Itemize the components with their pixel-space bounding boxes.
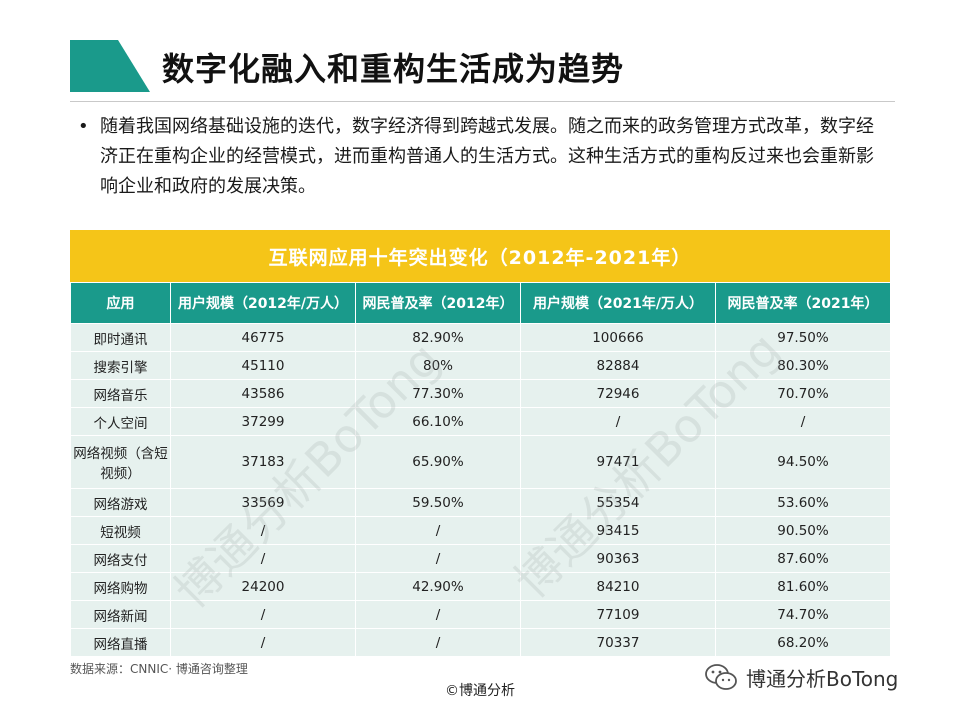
cell-app: 网络新闻: [70, 600, 171, 629]
table-row: 网络新闻 / / 77109 74.70%: [70, 600, 891, 629]
cell-users-2021: 100666: [520, 323, 716, 352]
cell-users-2021: 84210: [520, 572, 716, 601]
cell-rate-2021: 74.70%: [715, 600, 891, 629]
cell-rate-2012: 42.90%: [355, 572, 521, 601]
header-rate-2021: 网民普及率（2021年）: [715, 282, 891, 324]
table-row: 搜索引擎 45110 80% 82884 80.30%: [70, 351, 891, 380]
cell-rate-2012: 77.30%: [355, 379, 521, 408]
header-app: 应用: [70, 282, 171, 324]
title-bar: 数字化融入和重构生活成为趋势: [0, 40, 960, 92]
table-row: 个人空间 37299 66.10% / /: [70, 407, 891, 436]
cell-rate-2021: 90.50%: [715, 516, 891, 545]
cell-rate-2012: 59.50%: [355, 488, 521, 517]
cell-users-2021: 70337: [520, 628, 716, 657]
table-row: 网络游戏 33569 59.50% 55354 53.60%: [70, 488, 891, 517]
table-header-row: 应用 用户规模（2012年/万人） 网民普及率（2012年） 用户规模（2021…: [70, 282, 891, 324]
cell-users-2021: 90363: [520, 544, 716, 573]
data-source-note: 数据来源：CNNIC· 博通咨询整理: [70, 662, 248, 676]
cell-users-2021: /: [520, 407, 716, 436]
cell-rate-2021: 94.50%: [715, 435, 891, 489]
cell-rate-2021: 80.30%: [715, 351, 891, 380]
cell-users-2012: 37299: [170, 407, 356, 436]
cell-users-2012: /: [170, 544, 356, 573]
cell-users-2012: 45110: [170, 351, 356, 380]
data-table-container: 互联网应用十年突出变化（2012年-2021年） 应用 用户规模（2012年/万…: [70, 230, 891, 657]
cell-users-2012: 37183: [170, 435, 356, 489]
cell-rate-2012: /: [355, 628, 521, 657]
table-row: 网络购物 24200 42.90% 84210 81.60%: [70, 572, 891, 601]
cell-users-2012: 33569: [170, 488, 356, 517]
cell-rate-2012: 66.10%: [355, 407, 521, 436]
cell-app: 网络音乐: [70, 379, 171, 408]
cell-users-2021: 82884: [520, 351, 716, 380]
cell-rate-2021: 70.70%: [715, 379, 891, 408]
cell-app: 短视频: [70, 516, 171, 545]
cell-users-2021: 93415: [520, 516, 716, 545]
cell-rate-2012: /: [355, 516, 521, 545]
cell-users-2012: /: [170, 516, 356, 545]
cell-app: 网络直播: [70, 628, 171, 657]
header-rate-2012: 网民普及率（2012年）: [355, 282, 521, 324]
table-row: 网络音乐 43586 77.30% 72946 70.70%: [70, 379, 891, 408]
cell-users-2012: 43586: [170, 379, 356, 408]
wechat-icon: [705, 664, 737, 690]
cell-rate-2021: 87.60%: [715, 544, 891, 573]
bullet-paragraph: • 随着我国网络基础设施的迭代，数字经济得到跨越式发展。随之而来的政务管理方式改…: [78, 112, 878, 202]
table-row: 网络直播 / / 70337 68.20%: [70, 628, 891, 657]
cell-rate-2012: /: [355, 544, 521, 573]
cell-users-2012: 24200: [170, 572, 356, 601]
cell-users-2021: 77109: [520, 600, 716, 629]
cell-rate-2021: /: [715, 407, 891, 436]
table-row: 即时通讯 46775 82.90% 100666 97.50%: [70, 323, 891, 352]
header-users-2021: 用户规模（2021年/万人）: [520, 282, 716, 324]
cell-rate-2021: 68.20%: [715, 628, 891, 657]
table-row: 网络支付 / / 90363 87.60%: [70, 544, 891, 573]
cell-rate-2012: /: [355, 600, 521, 629]
header-users-2012: 用户规模（2012年/万人）: [170, 282, 356, 324]
cell-users-2021: 97471: [520, 435, 716, 489]
table-row: 网络视频（含短视频） 37183 65.90% 97471 94.50%: [70, 435, 891, 489]
page-title: 数字化融入和重构生活成为趋势: [162, 50, 625, 88]
cell-users-2012: 46775: [170, 323, 356, 352]
cell-rate-2012: 80%: [355, 351, 521, 380]
title-accent-shape: [70, 40, 150, 92]
cell-app: 网络游戏: [70, 488, 171, 517]
cell-rate-2021: 81.60%: [715, 572, 891, 601]
table-caption: 互联网应用十年突出变化（2012年-2021年）: [70, 230, 890, 282]
cell-rate-2012: 82.90%: [355, 323, 521, 352]
cell-users-2012: /: [170, 600, 356, 629]
cell-users-2021: 55354: [520, 488, 716, 517]
cell-users-2012: /: [170, 628, 356, 657]
cell-rate-2021: 53.60%: [715, 488, 891, 517]
copyright-text: ©博通分析: [445, 683, 515, 699]
cell-app: 网络购物: [70, 572, 171, 601]
cell-app: 个人空间: [70, 407, 171, 436]
bullet-marker: •: [78, 116, 89, 137]
cell-app: 网络视频（含短视频）: [70, 435, 171, 489]
cell-app: 网络支付: [70, 544, 171, 573]
wechat-label: 博通分析BoTong: [746, 666, 899, 691]
bullet-text: 随着我国网络基础设施的迭代，数字经济得到跨越式发展。随之而来的政务管理方式改革，…: [100, 116, 874, 197]
data-table: 应用 用户规模（2012年/万人） 网民普及率（2012年） 用户规模（2021…: [70, 282, 891, 657]
title-divider: [70, 101, 895, 102]
cell-app: 即时通讯: [70, 323, 171, 352]
wechat-badge: 博通分析BoTong: [704, 662, 898, 692]
table-row: 短视频 / / 93415 90.50%: [70, 516, 891, 545]
cell-users-2021: 72946: [520, 379, 716, 408]
cell-rate-2021: 97.50%: [715, 323, 891, 352]
cell-rate-2012: 65.90%: [355, 435, 521, 489]
cell-app: 搜索引擎: [70, 351, 171, 380]
